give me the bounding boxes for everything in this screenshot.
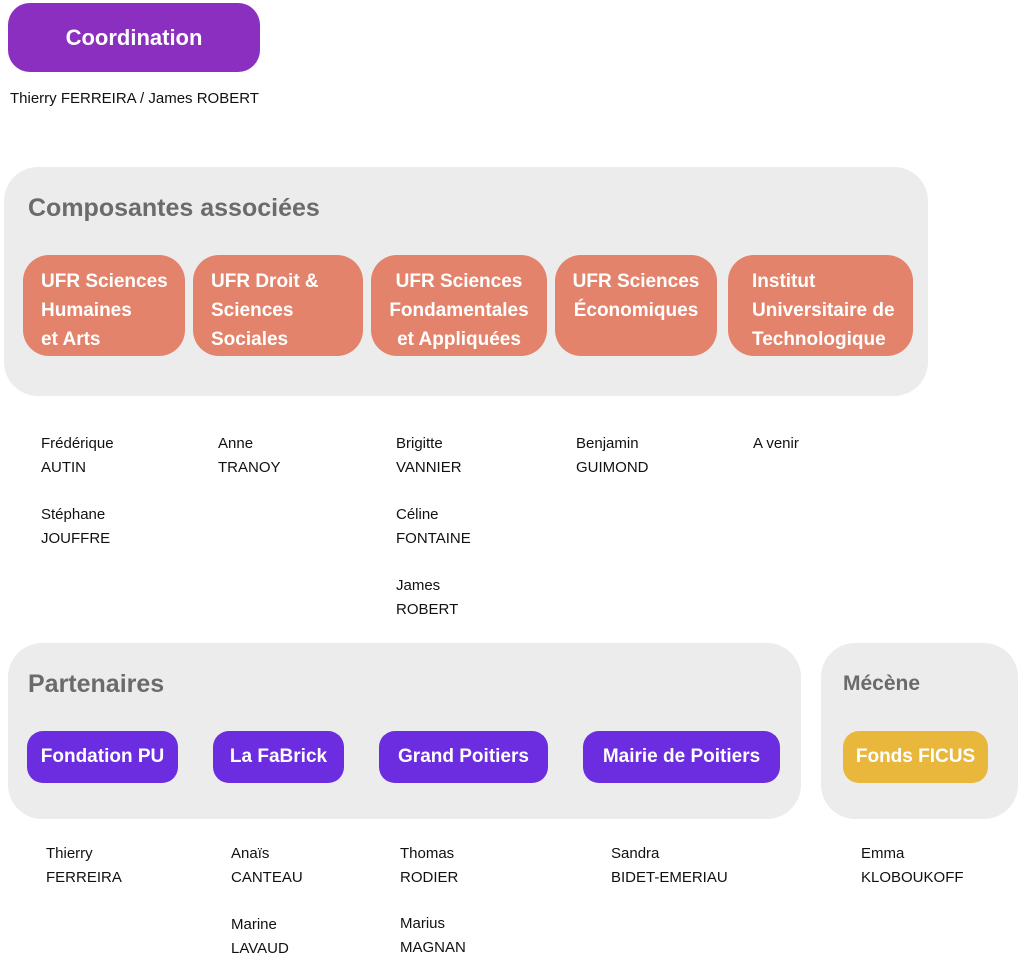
unit-ufr-sfa: UFR Sciences Fondamentales et Appliquées [371, 255, 547, 356]
mecene-fonds-ficus: Fonds FICUS [843, 731, 988, 783]
unit-line: Sciences [211, 300, 294, 321]
contact: Sandra BIDET-EMERIAU [611, 845, 728, 886]
contact: Marine LAVAUD [231, 916, 289, 957]
partner-mairie-poitiers: Mairie de Poitiers [583, 731, 780, 783]
contact: Emma KLOBOUKOFF [861, 845, 964, 886]
contact: Frédérique AUTIN [41, 435, 114, 476]
partenaires-title: Partenaires [28, 670, 165, 698]
contact: Thierry FERREIRA [46, 845, 122, 886]
contact: Anne TRANOY [218, 435, 281, 476]
unit-line: UFR Sciences [572, 271, 700, 292]
partner-la-fabrick: La FaBrick [213, 731, 344, 783]
partner-fondation-pu: Fondation PU [27, 731, 178, 783]
contact: A venir [753, 435, 799, 452]
unit-ufr-shs-arts: UFR Sciences Humaines et Arts [23, 255, 185, 356]
contact: Anaïs CANTEAU [231, 845, 303, 886]
contact: Marius MAGNAN [400, 915, 466, 956]
contact: Thomas RODIER [400, 845, 459, 886]
contact: Stéphane JOUFFRE [41, 506, 111, 547]
coordination-names: Thierry FERREIRA / James ROBERT [10, 90, 259, 107]
contact: Benjamin GUIMOND [576, 435, 649, 476]
coordination-pill: Coordination [8, 3, 260, 72]
unit-line: Institut [752, 271, 816, 292]
partner-grand-poitiers: Grand Poitiers [379, 731, 548, 783]
unit-line: Universitaire de [752, 300, 895, 321]
contact: Céline FONTAINE [396, 506, 471, 547]
unit-line: UFR Sciences [41, 271, 168, 292]
unit-line: Technologique [752, 329, 886, 350]
mecene-title: Mécène [843, 672, 921, 695]
unit-line: Humaines [41, 300, 132, 321]
unit-line: Fondamentales [389, 300, 529, 321]
unit-line: Économiques [573, 300, 699, 321]
unit-line: UFR Droit & [211, 271, 319, 292]
contact: James ROBERT [396, 577, 459, 618]
unit-ufr-droit: UFR Droit & Sciences Sociales [193, 255, 363, 356]
unit-line: Sociales [211, 329, 289, 350]
unit-line: et Appliquées [397, 329, 521, 350]
unit-ufr-eco: UFR Sciences Économiques [555, 255, 717, 356]
composantes-title: Composantes associées [28, 194, 320, 222]
contact: Brigitte VANNIER [396, 435, 462, 476]
unit-line: UFR Sciences [395, 271, 523, 292]
unit-iut: Institut Universitaire de Technologique [728, 255, 913, 356]
unit-line: et Arts [41, 329, 101, 350]
